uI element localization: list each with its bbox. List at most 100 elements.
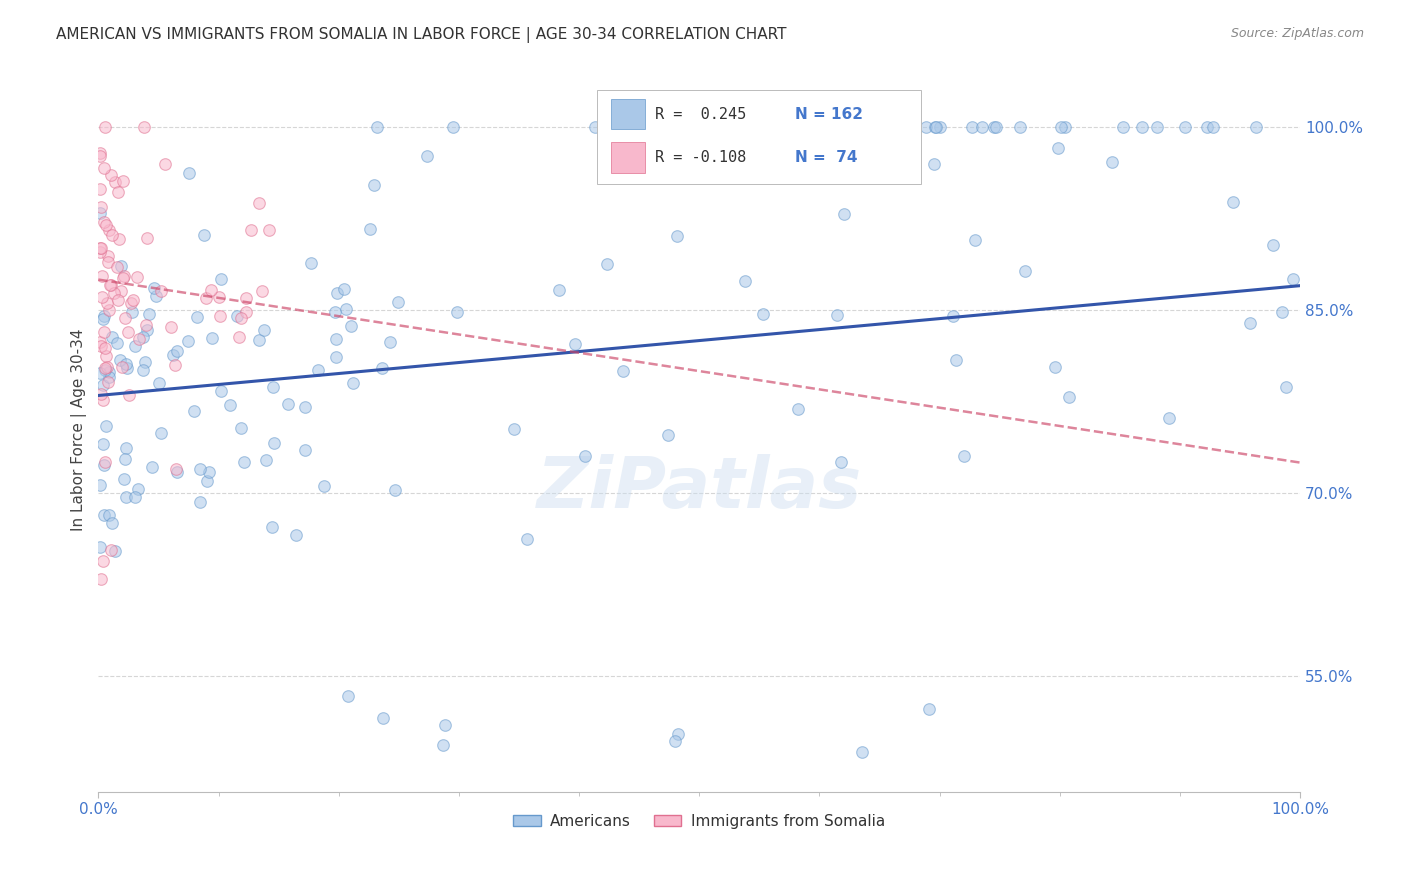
Point xyxy=(124,490,146,504)
Point xyxy=(183,403,205,417)
Text: Source: ZipAtlas.com: Source: ZipAtlas.com xyxy=(1230,27,1364,40)
Point xyxy=(121,296,143,310)
Point xyxy=(107,293,129,307)
Point xyxy=(503,422,526,436)
Point xyxy=(922,157,945,171)
Point xyxy=(125,269,148,284)
Point xyxy=(325,350,347,364)
Point xyxy=(235,291,257,305)
Point xyxy=(877,120,900,134)
Point xyxy=(89,478,111,492)
Point xyxy=(851,745,873,759)
Point xyxy=(166,343,188,358)
Point xyxy=(1159,411,1181,425)
Point xyxy=(94,349,117,363)
Point xyxy=(98,302,121,317)
Point xyxy=(366,120,388,134)
Point xyxy=(127,482,149,496)
Point xyxy=(132,329,155,343)
Point xyxy=(115,360,138,375)
Point xyxy=(380,334,402,349)
Point xyxy=(110,285,132,299)
Point xyxy=(89,206,111,220)
Point xyxy=(91,554,114,568)
Point xyxy=(117,325,139,339)
Point xyxy=(103,285,125,300)
Y-axis label: In Labor Force | Age 30-34: In Labor Force | Age 30-34 xyxy=(72,329,87,532)
Point xyxy=(942,310,965,324)
Point xyxy=(94,454,117,468)
Point xyxy=(188,462,211,476)
Point xyxy=(612,364,634,378)
Point xyxy=(208,290,231,304)
Point xyxy=(228,330,250,344)
Point xyxy=(141,460,163,475)
Point xyxy=(90,269,112,284)
Point xyxy=(94,342,117,356)
Point xyxy=(441,120,464,134)
Point xyxy=(132,363,155,377)
Point xyxy=(90,572,112,586)
Point xyxy=(657,428,679,442)
Point xyxy=(257,223,280,237)
Point xyxy=(121,305,143,319)
Point xyxy=(153,157,176,171)
Point xyxy=(107,186,129,200)
Point xyxy=(548,283,571,297)
Point xyxy=(163,359,186,373)
Point xyxy=(104,175,127,189)
Point xyxy=(963,233,986,247)
Point xyxy=(960,120,983,134)
Point xyxy=(664,733,686,747)
Point xyxy=(1244,120,1267,134)
Point xyxy=(862,120,884,134)
Point xyxy=(162,348,184,362)
Point xyxy=(200,283,222,297)
Text: N = 162: N = 162 xyxy=(796,107,863,121)
Point xyxy=(89,146,111,161)
Point xyxy=(1282,272,1305,286)
Point xyxy=(138,307,160,321)
Text: ZiPatlas: ZiPatlas xyxy=(537,454,862,523)
Point xyxy=(134,120,156,134)
FancyBboxPatch shape xyxy=(598,90,921,185)
Point xyxy=(387,294,409,309)
Point xyxy=(121,293,143,308)
Point xyxy=(124,339,146,353)
Point xyxy=(96,296,118,310)
Point xyxy=(434,718,457,732)
Point xyxy=(1174,120,1197,134)
Point xyxy=(209,309,232,323)
Point xyxy=(432,739,454,753)
Point xyxy=(89,339,111,353)
Point xyxy=(983,120,1005,134)
Point xyxy=(752,307,775,321)
Point xyxy=(96,360,118,375)
Point xyxy=(111,174,134,188)
Point xyxy=(446,305,468,319)
Point xyxy=(924,120,946,134)
Point xyxy=(115,357,138,371)
Point xyxy=(830,455,852,469)
Point xyxy=(231,421,253,435)
Point xyxy=(790,120,813,134)
Point xyxy=(135,323,157,337)
Point xyxy=(583,120,606,134)
Point xyxy=(93,378,115,392)
Bar xyxy=(612,143,645,173)
Point xyxy=(90,200,112,214)
Point xyxy=(98,365,121,379)
Point xyxy=(177,166,200,180)
Point xyxy=(866,120,889,134)
Point xyxy=(371,361,394,376)
Point xyxy=(114,310,136,325)
Point xyxy=(134,355,156,369)
Point xyxy=(250,284,273,298)
Point xyxy=(384,483,406,497)
Point xyxy=(835,120,858,134)
Point xyxy=(1043,359,1066,374)
Point xyxy=(1101,155,1123,169)
Point xyxy=(1239,316,1261,330)
Point xyxy=(93,437,115,451)
Point xyxy=(666,727,689,741)
